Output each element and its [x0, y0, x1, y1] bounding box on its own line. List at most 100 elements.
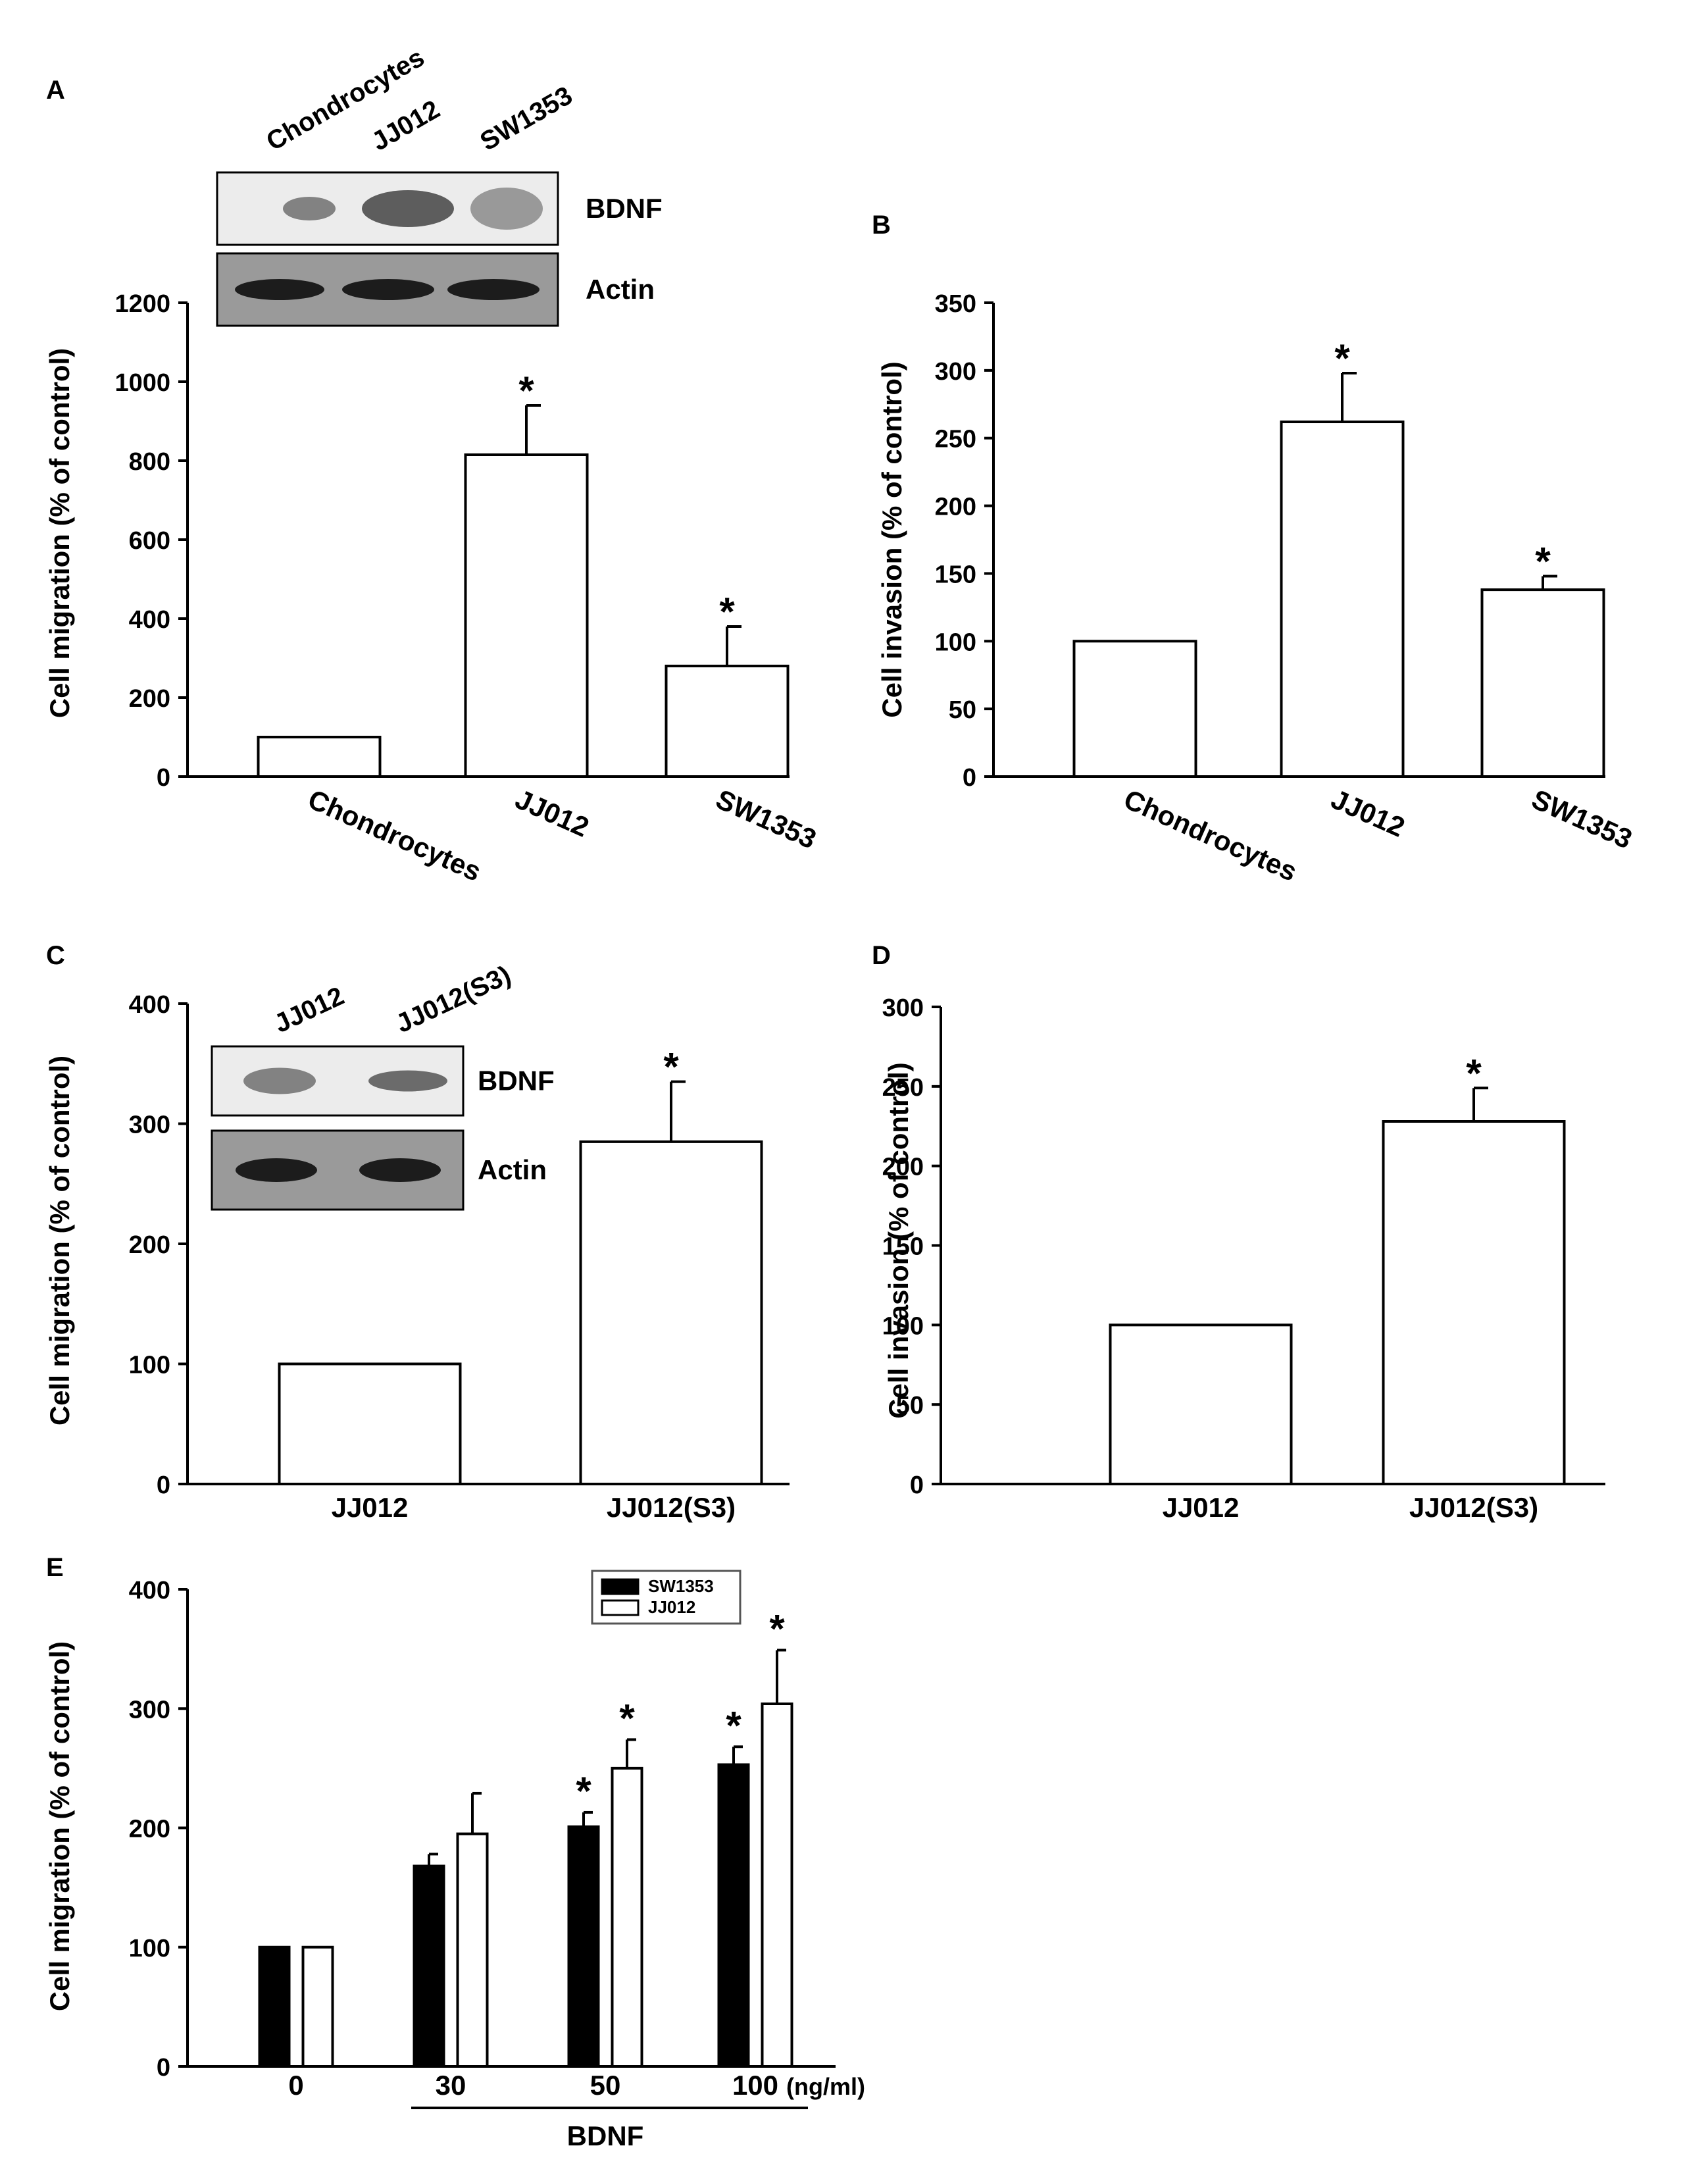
panel-E-legend-label-0: SW1353 — [648, 1576, 714, 1596]
panel-C-blot-actin-band-1 — [359, 1158, 441, 1182]
panel-E-legend-swatch-0 — [601, 1578, 640, 1595]
panel-D-y-tick-label-1: 50 — [896, 1392, 924, 1420]
panel-B-letter: B — [872, 211, 891, 240]
panel-E-bar-sw1353-1 — [413, 1864, 445, 2068]
panel-A-y-tick-label-3: 600 — [129, 527, 170, 555]
panel-C-significance-1: * — [663, 1045, 679, 1089]
panel-A-y-tick-label-5: 1000 — [114, 369, 170, 397]
panel-E-x-tick-label-2: 50 — [590, 2070, 621, 2101]
panel-E-bar-jj012-1 — [456, 1832, 489, 2068]
panel-A-y-tick-label-4: 800 — [129, 448, 170, 476]
panel-A-y-tick-label-6: 1200 — [114, 290, 170, 318]
panel-A-x-tick-label-1: JJ012 — [511, 783, 593, 842]
panel-E-x-axis-label: BDNF — [567, 2120, 644, 2151]
panel-A-blot-bdnf-band-0 — [283, 197, 336, 220]
panel-E-legend-swatch-1 — [601, 1599, 640, 1616]
panel-D-x-tick-label-0: JJ012 — [1163, 1492, 1240, 1523]
panel-C-blot-row-label-0: BDNF — [478, 1065, 555, 1096]
panel-E-bar-jj012-0 — [301, 1945, 334, 2068]
panel-C-y-tick-label-0: 0 — [157, 1472, 170, 1499]
panel-A-y-tick-label-0: 0 — [157, 764, 170, 792]
panel-E-y-tick-label-0: 0 — [157, 2054, 170, 2082]
panel-D-significance-1: * — [1466, 1051, 1482, 1095]
panel-C-blot-lane-label-0: JJ012 — [270, 981, 348, 1038]
panel-E-x-unit-label: (ng/ml) — [786, 2073, 865, 2100]
panel-A-blot-row-label-0: BDNF — [586, 193, 663, 224]
panel-A-blot-lane-label-1: JJ012 — [367, 95, 445, 157]
panel-E-letter: E — [46, 1553, 64, 1582]
panel-A-bar-0 — [257, 736, 382, 778]
panel-D-y-tick-label-2: 100 — [882, 1312, 924, 1340]
panel-D-y-tick-label-4: 200 — [882, 1154, 924, 1181]
panel-A-y-axis-label: Cell migration (% of control) — [44, 348, 75, 718]
panel-C-bar-0 — [278, 1362, 462, 1485]
panel-B-y-tick-label-2: 100 — [935, 628, 976, 656]
panel-A-blot-lane-label-2: SW1353 — [476, 81, 578, 157]
panel-E-y-tick-label-4: 400 — [129, 1577, 170, 1604]
panel-B-bar-2 — [1480, 588, 1605, 778]
panel-A-x-tick-label-2: SW1353 — [711, 783, 820, 854]
panel-A-blot-actin-band-2 — [447, 279, 540, 300]
panel-B-y-axis-label: Cell invasion (% of control) — [876, 361, 907, 717]
panel-D-letter: D — [872, 941, 891, 970]
panel-A-x-tick-label-0: Chondrocytes — [303, 783, 486, 887]
panel-B-x-tick-label-1: JJ012 — [1326, 783, 1409, 842]
panel-C-x-tick-label-1: JJ012(S3) — [607, 1492, 736, 1523]
panel-E-x-tick-label-3: 100 — [732, 2070, 778, 2101]
panel-D-bar-1 — [1382, 1120, 1566, 1485]
panel-C-y-tick-label-4: 400 — [129, 991, 170, 1019]
panel-B-bar-1 — [1280, 421, 1405, 778]
panel-C-x-tick-label-0: JJ012 — [332, 1492, 409, 1523]
panel-B-y-tick-label-1: 50 — [949, 696, 976, 724]
panel-C-bar-1 — [579, 1140, 763, 1485]
panel-E-significance-jj012-2: * — [619, 1696, 635, 1740]
panel-A-significance-2: * — [719, 590, 735, 634]
panel-D-y-tick-label-0: 0 — [910, 1472, 924, 1499]
panel-B-y-tick-label-4: 200 — [935, 494, 976, 521]
panel-E-significance-jj012-3: * — [769, 1606, 785, 1651]
panel-E-significance-sw1353-2: * — [576, 1769, 591, 1813]
panel-C-blot-actin-band-0 — [236, 1158, 317, 1182]
panel-C-y-axis-label: Cell migration (% of control) — [44, 1056, 75, 1425]
panel-A-blot-actin-band-0 — [235, 279, 324, 300]
panel-D-x-tick-label-1: JJ012(S3) — [1409, 1492, 1538, 1523]
panel-D-y-tick-label-5: 250 — [882, 1074, 924, 1102]
panel-D-y-tick-label-6: 300 — [882, 994, 924, 1022]
panel-A-letter: A — [46, 76, 65, 105]
panel-C-blot-lane-label-1: JJ012(S3) — [391, 960, 515, 1038]
panel-C-blot-bdnf-band-1 — [368, 1070, 447, 1092]
panel-C-blot-bdnf-band-0 — [243, 1067, 316, 1094]
panel-A-blot-actin-band-1 — [342, 279, 434, 300]
panel-E-y-tick-label-3: 300 — [129, 1696, 170, 1724]
panel-A-y-tick-label-1: 200 — [129, 685, 170, 713]
panel-B-y-tick-label-6: 300 — [935, 358, 976, 386]
panel-A-bar-2 — [665, 665, 790, 778]
panel-A-bar-1 — [464, 453, 589, 778]
panel-A-significance-1: * — [518, 369, 534, 413]
panel-D-y-axis-label: Cell invasion (% of control) — [883, 1062, 914, 1418]
panel-E-bar-jj012-2 — [611, 1766, 643, 2068]
panel-B-bar-0 — [1072, 640, 1197, 778]
panel-D-bar-0 — [1109, 1323, 1293, 1486]
panel-B-significance-2: * — [1535, 540, 1551, 584]
panel-B-significance-1: * — [1334, 336, 1350, 380]
panel-A-blot-bdnf-band-2 — [470, 188, 543, 230]
panel-B-y-tick-label-3: 150 — [935, 561, 976, 588]
panel-E-bar-jj012-3 — [761, 1703, 793, 2068]
panel-E-y-tick-label-2: 200 — [129, 1816, 170, 1843]
panel-C-y-tick-label-1: 100 — [129, 1352, 170, 1379]
panel-C-y-tick-label-3: 300 — [129, 1112, 170, 1139]
panel-E-bar-sw1353-0 — [258, 1945, 291, 2068]
panel-B-y-tick-label-5: 250 — [935, 426, 976, 453]
panel-E-significance-sw1353-3: * — [726, 1703, 741, 1747]
panel-C-blot-row-label-1: Actin — [478, 1154, 547, 1185]
panel-A-y-tick-label-2: 400 — [129, 606, 170, 634]
panel-B-x-tick-label-2: SW1353 — [1527, 783, 1636, 854]
panel-C-letter: C — [46, 941, 65, 970]
panel-C-y-tick-label-2: 200 — [129, 1231, 170, 1259]
panel-B-y-tick-label-7: 350 — [935, 290, 976, 318]
panel-E-bar-sw1353-3 — [717, 1763, 750, 2068]
panel-E-bar-sw1353-2 — [567, 1825, 600, 2068]
panel-A-blot-bdnf-band-1 — [362, 190, 454, 227]
